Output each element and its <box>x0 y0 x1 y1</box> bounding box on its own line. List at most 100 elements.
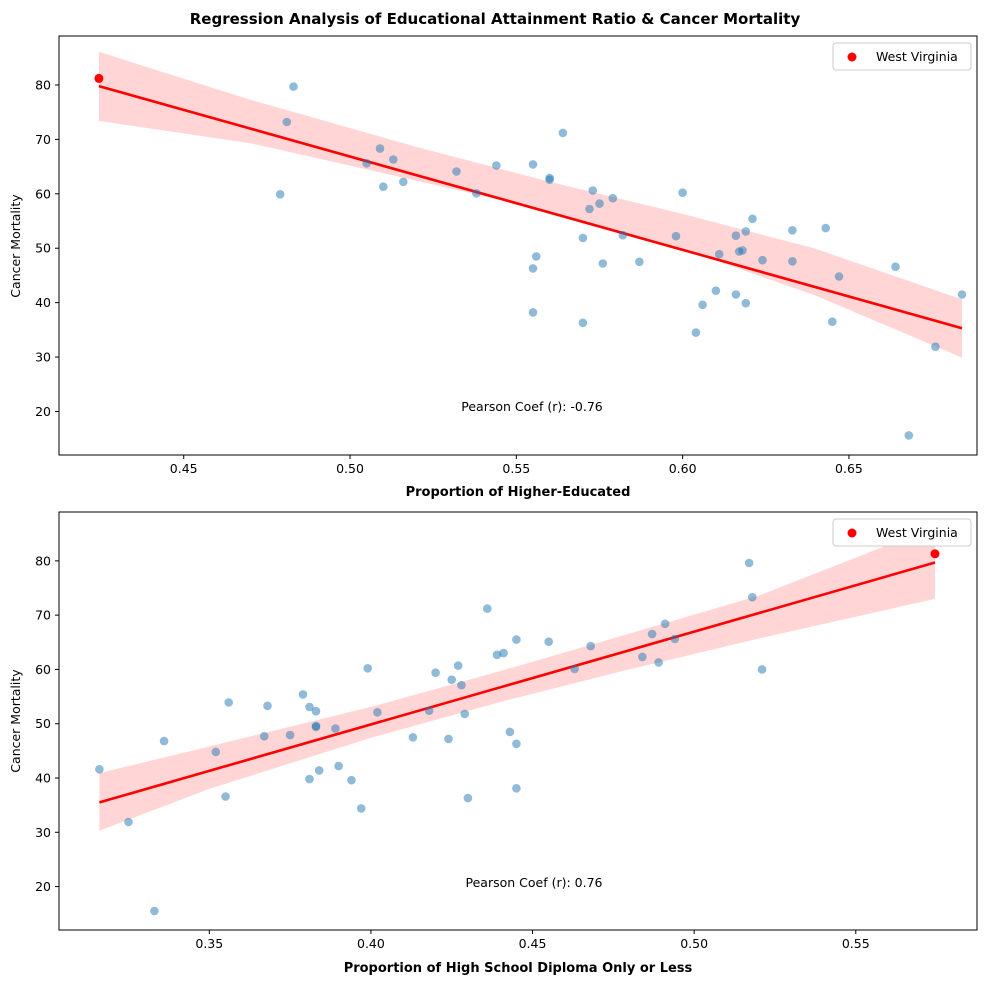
top-data-point <box>711 286 721 296</box>
bottom-data-point <box>314 766 324 775</box>
top-legend-box <box>832 42 972 71</box>
bottom-x-tick-label: 0.40 <box>357 936 385 951</box>
bottom-x-ticks: 0.35 0.40 0.45 0.50 0.55 <box>195 930 870 951</box>
top-data-point <box>528 308 538 317</box>
bottom-scatter-panel: 0.35 0.40 0.45 0.50 0.55 20 30 40 50 60 70 80 Prop… <box>8 511 978 976</box>
top-data-point <box>698 300 707 310</box>
bottom-data-point <box>647 629 657 639</box>
top-data-point <box>289 82 298 91</box>
top-data-point <box>595 199 604 208</box>
top-data-point <box>635 257 644 267</box>
bottom-data-point <box>638 652 647 662</box>
top-data-point <box>608 193 618 203</box>
bottom-west-virginia-marker <box>930 549 940 559</box>
bottom-y-ticks: 20 30 40 50 60 70 80 <box>35 553 59 894</box>
top-data-point <box>545 175 554 184</box>
bottom-band-area <box>99 526 935 831</box>
bottom-y-tick-label: 80 <box>35 553 51 568</box>
bottom-data-point <box>221 792 230 801</box>
bottom-regression-line <box>99 561 936 804</box>
bottom-data-point <box>544 637 553 646</box>
bottom-data-point <box>224 698 233 707</box>
top-x-ticks: 0.45 0.50 0.55 0.60 0.65 <box>170 455 863 476</box>
bottom-y-axis-label: Cancer Mortality <box>8 669 23 773</box>
bottom-data-point <box>757 665 767 674</box>
top-data-point <box>578 318 588 328</box>
top-band-area <box>98 51 962 358</box>
top-x-tick-label: 0.65 <box>835 461 863 476</box>
bottom-data-point <box>298 690 308 699</box>
top-legend: West Virginia <box>832 42 972 71</box>
bottom-data-point <box>654 658 663 667</box>
top-data-point <box>578 233 588 243</box>
top-confidence-band <box>98 51 962 358</box>
top-y-tick-label: 40 <box>35 295 51 310</box>
bottom-west-virginia-point <box>930 549 940 559</box>
bottom-data-point <box>499 648 508 658</box>
bottom-data-point <box>150 906 159 916</box>
top-x-axis-label: Proportion of Higher-Educated <box>406 485 631 500</box>
bottom-data-point <box>311 706 321 716</box>
bottom-legend: West Virginia <box>832 518 972 547</box>
top-data-point <box>931 342 940 352</box>
top-data-point <box>452 167 461 176</box>
bottom-data-point <box>311 722 321 732</box>
bottom-x-tick-label: 0.45 <box>519 936 547 951</box>
bottom-data-point <box>512 739 521 749</box>
bottom-data-point <box>305 774 314 784</box>
top-data-point <box>618 230 628 240</box>
bottom-data-point <box>95 765 104 774</box>
bottom-data-point <box>586 641 595 651</box>
top-data-points <box>275 82 967 440</box>
bottom-legend-marker <box>847 528 857 538</box>
bottom-data-point <box>263 701 272 711</box>
bottom-data-point <box>363 664 373 673</box>
bottom-data-point <box>305 702 314 712</box>
top-pearson-annotation: Pearson Coef (r): -0.76 <box>461 399 603 414</box>
top-data-point <box>585 204 594 214</box>
top-data-point <box>957 290 967 299</box>
bottom-data-point <box>744 558 754 568</box>
top-data-point <box>558 128 568 138</box>
top-data-point <box>399 177 408 187</box>
bottom-data-point <box>670 634 680 644</box>
bottom-data-point <box>424 706 434 715</box>
bottom-data-point <box>748 592 757 602</box>
bottom-data-point <box>570 664 579 674</box>
bottom-y-tick-label: 30 <box>35 825 51 840</box>
bottom-pearson-annotation: Pearson Coef (r): 0.76 <box>466 875 603 890</box>
bottom-fit-line <box>99 561 936 804</box>
top-y-axis-label: Cancer Mortality <box>8 194 23 298</box>
top-y-tick-label: 70 <box>35 132 51 147</box>
bottom-data-point <box>447 675 457 684</box>
bottom-data-point <box>373 708 382 717</box>
top-y-tick-label: 50 <box>35 241 51 256</box>
top-x-tick-label: 0.55 <box>502 461 530 476</box>
top-data-point <box>472 189 481 198</box>
bottom-data-point <box>431 668 440 677</box>
bottom-x-tick-label: 0.50 <box>680 936 708 951</box>
top-data-point <box>389 155 398 164</box>
top-data-point <box>758 255 767 265</box>
top-data-point <box>748 214 757 224</box>
bottom-data-point <box>660 619 670 629</box>
top-y-tick-label: 30 <box>35 350 51 365</box>
top-data-point <box>788 226 797 235</box>
top-data-point <box>362 159 372 168</box>
bottom-axes-frame <box>58 511 978 931</box>
top-data-point <box>678 188 687 197</box>
bottom-y-tick-label: 20 <box>35 879 51 894</box>
top-data-point <box>588 186 598 195</box>
top-x-tick-label: 0.60 <box>669 461 697 476</box>
top-x-tick-label: 0.45 <box>170 461 198 476</box>
bottom-data-point <box>505 727 515 737</box>
bottom-x-axis-label: Proportion of High School Diploma Only o… <box>344 961 693 976</box>
top-data-point <box>532 252 541 261</box>
bottom-data-point <box>334 761 343 771</box>
bottom-data-point <box>453 661 463 670</box>
bottom-data-point <box>159 736 169 746</box>
bottom-data-points <box>95 558 767 916</box>
bottom-y-tick-label: 40 <box>35 771 51 786</box>
top-data-point <box>275 190 285 199</box>
